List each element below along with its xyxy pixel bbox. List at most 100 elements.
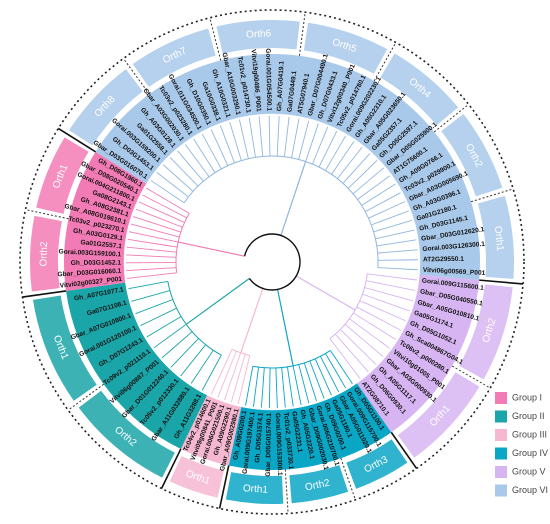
branch <box>131 224 179 237</box>
branch <box>249 118 255 158</box>
branch <box>357 307 401 330</box>
branch <box>312 127 327 164</box>
legend-swatch <box>495 392 507 404</box>
branch <box>358 176 390 200</box>
legend-label: Group I <box>512 392 542 402</box>
branch <box>367 274 417 280</box>
group-boundary <box>479 280 523 284</box>
stem <box>296 276 355 310</box>
branch <box>194 139 215 173</box>
branch <box>239 120 248 159</box>
branch <box>292 119 299 158</box>
branch <box>171 338 199 367</box>
branch <box>277 116 279 156</box>
stem <box>178 242 245 256</box>
branch <box>135 300 172 314</box>
branch <box>332 141 354 174</box>
branch <box>246 366 253 405</box>
legend-label: Group III <box>512 429 547 439</box>
branch <box>269 368 270 408</box>
leaf-label: Gorai.001G054500.1 <box>264 48 272 111</box>
branch <box>127 247 177 252</box>
branch <box>261 368 264 408</box>
branch <box>282 368 286 408</box>
legend-swatch <box>495 429 507 441</box>
branch <box>378 260 418 261</box>
branch <box>306 124 319 162</box>
branch <box>154 324 186 348</box>
branch <box>299 121 309 160</box>
branch <box>151 180 184 202</box>
branch <box>343 154 370 184</box>
branch <box>202 355 221 390</box>
clade-arc <box>184 156 378 268</box>
branch <box>304 363 316 401</box>
branch <box>365 193 400 212</box>
legend-swatch <box>495 411 507 423</box>
legend-label: Group II <box>512 411 545 421</box>
branch <box>185 145 209 177</box>
branch <box>310 361 324 398</box>
branch <box>157 172 189 197</box>
branch <box>128 281 167 288</box>
stem <box>241 288 263 352</box>
branch <box>126 268 176 271</box>
branch <box>147 316 181 337</box>
branch <box>284 117 289 157</box>
branch <box>238 355 250 404</box>
orth-label: Orth2 <box>38 241 50 267</box>
legend-label: Group VI <box>512 485 548 495</box>
branch <box>375 230 414 239</box>
branch <box>360 301 406 321</box>
legend-label: Group IV <box>512 448 548 458</box>
branch <box>163 165 193 192</box>
inner-guide <box>124 114 420 410</box>
branch <box>378 250 418 253</box>
branch <box>259 117 263 157</box>
groups: Orth2Orth1Vitvi02g00327_P001Gbar_D03G016… <box>22 12 523 513</box>
branch <box>269 116 270 156</box>
legend-swatch <box>495 466 507 478</box>
branch <box>293 366 301 405</box>
legend-swatch <box>495 485 507 497</box>
branch <box>325 136 345 171</box>
branch <box>348 161 377 189</box>
branch <box>211 129 228 165</box>
branch <box>337 147 362 178</box>
branch <box>369 202 405 219</box>
stem <box>186 278 249 324</box>
branch <box>319 131 337 167</box>
branch <box>378 268 418 270</box>
orth-label: Orth1 <box>243 483 269 496</box>
branch <box>377 240 417 246</box>
branch <box>133 217 181 233</box>
legend-swatch <box>495 448 507 460</box>
branch <box>299 365 309 404</box>
branch <box>315 359 331 396</box>
branch <box>353 168 384 194</box>
branch <box>177 151 203 181</box>
branch <box>362 294 409 311</box>
branch <box>362 184 396 205</box>
branch <box>162 332 192 358</box>
orth-boundary <box>285 470 288 514</box>
branch <box>131 291 170 302</box>
legend-label: Group V <box>512 466 546 476</box>
branch <box>287 367 293 407</box>
branch <box>276 368 277 408</box>
stem <box>281 161 306 235</box>
branch <box>365 288 413 301</box>
branch <box>181 345 206 376</box>
leaf-label: Gbar_D05G015740.1 <box>265 413 273 477</box>
branch <box>202 134 221 169</box>
branch <box>253 367 258 407</box>
branch <box>126 255 176 257</box>
branch <box>366 281 415 291</box>
legend: Group I Group II Group III Group IV Group V G… <box>495 392 548 497</box>
branch <box>170 157 198 186</box>
stem <box>278 289 294 365</box>
leaf-label: AT2G29550.1 <box>423 256 464 264</box>
branch <box>320 356 338 392</box>
branch <box>127 273 177 279</box>
branch <box>191 350 213 383</box>
